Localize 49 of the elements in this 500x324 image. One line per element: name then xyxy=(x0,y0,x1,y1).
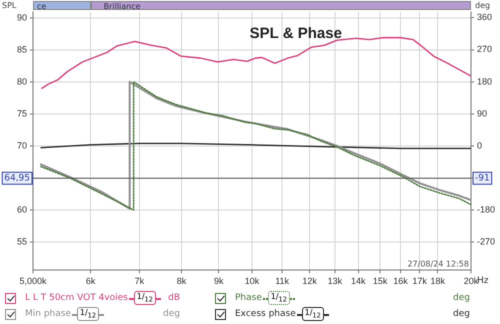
legend-label: L L T 50cm VOT 4voies xyxy=(25,293,128,303)
text: -91 xyxy=(474,174,490,184)
y2-tick-label: 180 xyxy=(476,76,492,86)
text: deg xyxy=(453,293,470,303)
y2-tick-label: -270 xyxy=(476,236,495,247)
text: 1/$_{12}$ xyxy=(134,290,156,306)
x-tick-label: 10k xyxy=(244,276,260,286)
y-tick-label: 80 xyxy=(16,76,28,86)
y-axis-title: SPL xyxy=(2,1,17,10)
y2-axis-title: deg xyxy=(474,1,490,10)
x-tick-label: 6k xyxy=(86,276,96,286)
x-tick-label: 13k xyxy=(328,276,343,286)
text: 1/$_{12}$ xyxy=(268,290,290,306)
text: 1/$_{12}$ xyxy=(76,306,100,322)
annotation: 27/08/24 12:58 xyxy=(407,259,469,268)
x-tick-label: 5,000k xyxy=(19,276,48,286)
y2-tick-label: 0 xyxy=(476,140,482,150)
x-tick-label: 9k xyxy=(214,276,224,286)
text: 1/$_{12}$ xyxy=(302,306,324,322)
y-tick-label: 55 xyxy=(16,236,28,246)
x-tick-label: 17k xyxy=(412,276,428,286)
text: SPL & Phase xyxy=(250,25,342,42)
legend-label: Phase xyxy=(235,293,262,303)
y-tick-label: 75 xyxy=(16,108,28,118)
y2-tick-label: 90 xyxy=(476,108,487,118)
x-axis-title: Hz xyxy=(476,276,489,286)
x-tick-label: 15k xyxy=(372,276,388,286)
x-tick-label: 8k xyxy=(176,276,187,286)
legend-label: Excess phase xyxy=(235,309,296,319)
y2-tick-label: 360 xyxy=(476,12,492,22)
y2-tick-label: 270 xyxy=(476,44,492,54)
text: deg xyxy=(163,309,180,319)
x-tick-label: 12k xyxy=(302,276,318,286)
text: deg xyxy=(453,309,470,319)
x-tick-label: 16k xyxy=(393,276,408,286)
x-tick-label: 18k xyxy=(430,276,446,286)
x-tick-label: 11k xyxy=(275,276,290,286)
x-tick-label: 7k xyxy=(134,276,145,286)
y2-tick-label: -180 xyxy=(476,204,495,214)
x-tick-label: 20k xyxy=(464,276,479,286)
y-tick-label: 90 xyxy=(16,12,28,22)
x-tick-label: 14k xyxy=(351,276,366,286)
frequency-range-strip: ce Brilliance xyxy=(33,1,471,11)
legend-label: Min phase xyxy=(25,309,71,319)
y-tick-label: 85 xyxy=(16,44,28,54)
y-tick-label: 70 xyxy=(16,140,28,150)
y-tick-label: 60 xyxy=(16,204,28,214)
text: dB xyxy=(168,293,180,303)
ref-line-label: 64,95 xyxy=(4,174,30,184)
